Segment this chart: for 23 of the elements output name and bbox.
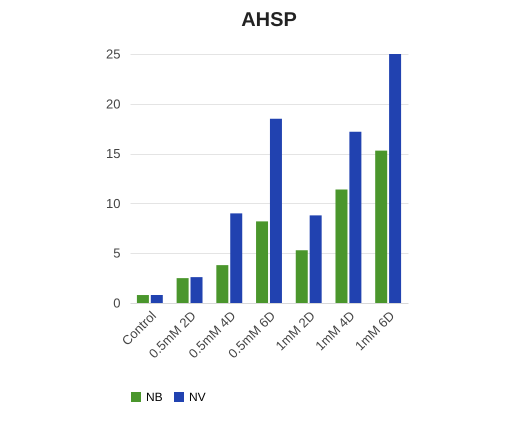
bar	[256, 221, 268, 303]
bar	[296, 250, 308, 303]
bar	[176, 278, 189, 303]
legend-label: NB	[146, 390, 163, 404]
bar	[349, 132, 362, 303]
y-tick-label: 20	[106, 96, 120, 112]
chart-title: AHSP	[241, 9, 297, 31]
bar	[216, 265, 228, 303]
y-tick-label: 5	[113, 246, 120, 261]
bar	[310, 215, 322, 303]
y-tick-label: 15	[106, 146, 120, 162]
legend-label: NV	[189, 390, 206, 404]
bar	[335, 189, 348, 303]
bar	[190, 277, 203, 303]
bar	[230, 213, 242, 303]
y-tick-label: 10	[106, 196, 120, 211]
bar	[270, 118, 282, 303]
bar	[150, 295, 163, 303]
bar	[389, 54, 402, 303]
bar	[136, 295, 149, 303]
y-tick-label: 0	[113, 296, 120, 310]
y-tick-label: 25	[106, 46, 120, 62]
bar	[375, 150, 388, 303]
